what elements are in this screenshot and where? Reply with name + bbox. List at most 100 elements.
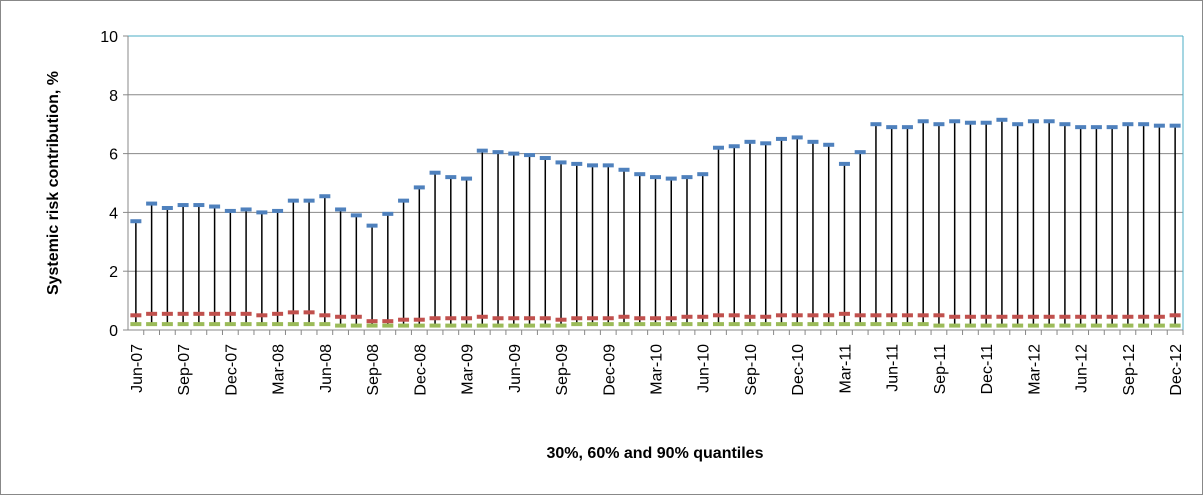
x-tick-label: Jun-11 [885,344,902,392]
quantile-marker [823,322,835,327]
quantile-marker [602,163,614,168]
quantile-marker [319,322,331,327]
quantile-marker [587,316,599,321]
quantile-marker [287,310,299,315]
quantile-marker [429,316,441,321]
quantile-marker [193,322,205,327]
quantile-marker [303,310,315,315]
quantile-marker [933,313,945,318]
quantile-marker [1059,122,1071,127]
quantile-marker [870,313,882,318]
quantile-marker [744,322,756,327]
quantile-marker [476,148,488,153]
quantile-marker [949,323,961,328]
quantile-marker [807,313,819,318]
quantile-marker [870,322,882,327]
quantile-marker [413,317,425,322]
quantile-marker [256,313,268,318]
quantile-marker [539,316,551,321]
quantile-marker [366,319,378,324]
x-tick-label: Sep-11 [932,344,949,395]
quantile-marker [980,120,992,125]
quantile-marker [665,316,677,321]
quantile-marker [146,322,158,327]
quantile-marker [398,317,410,322]
quantile-marker [508,323,520,328]
quantile-marker [224,311,236,316]
quantile-marker [1090,323,1102,328]
x-tick-label: Jun-12 [1074,344,1091,393]
quantile-marker [445,323,457,328]
quantile-marker [1106,314,1118,319]
x-tick-label: Sep-08 [365,344,382,396]
quantile-marker [618,314,630,319]
quantile-marker [681,175,693,180]
quantile-marker [1075,314,1087,319]
quantile-marker [996,323,1008,328]
quantile-marker [1012,323,1024,328]
quantile-marker [161,322,173,327]
quantile-marker [917,322,929,327]
quantile-marker [413,323,425,328]
quantile-marker [665,322,677,327]
quantile-marker [681,314,693,319]
quantile-marker [256,210,268,215]
y-tick-label: 6 [109,147,118,164]
quantile-marker [838,322,850,327]
y-tick-label: 8 [109,88,118,105]
quantile-marker [933,122,945,127]
quantile-marker [571,316,583,321]
quantile-marker [1122,314,1134,319]
quantile-marker [382,211,394,216]
quantile-marker [949,314,961,319]
quantile-marker [933,323,945,328]
quantile-marker [760,141,772,146]
quantile-marker [130,219,142,224]
quantile-marker [1012,314,1024,319]
quantile-marker [587,322,599,327]
x-tick-label: Dec-12 [1168,344,1185,396]
quantile-marker [240,207,252,212]
quantile-marker [886,322,898,327]
quantile-marker [209,322,221,327]
quantile-marker [697,172,709,177]
quantile-marker [161,205,173,210]
quantile-marker [634,322,646,327]
quantile-marker [1122,323,1134,328]
quantile-marker [1169,323,1181,328]
quantile-marker [1153,323,1165,328]
quantile-marker [917,119,929,124]
quantile-marker [760,314,772,319]
quantile-marker [744,314,756,319]
quantile-marker [335,323,347,328]
quantile-marker [681,322,693,327]
quantile-marker [964,314,976,319]
x-tick-label: Dec-07 [223,344,240,396]
quantile-marker [901,322,913,327]
quantile-marker [650,175,661,180]
x-tick-label: Jun-08 [318,344,335,393]
quantile-marker [130,313,142,318]
quantile-marker [712,145,724,150]
quantile-marker [838,161,850,166]
quantile-marker [1138,323,1150,328]
quantile-marker [146,201,158,206]
x-tick-label: Dec-10 [790,344,807,396]
quantile-marker [429,323,441,328]
quantile-marker [1027,323,1039,328]
quantile-marker [524,153,536,158]
quantile-marker [775,136,787,141]
quantile-marker [539,323,551,328]
quantile-marker [823,142,835,147]
quantile-marker [791,135,803,140]
quantile-marker [697,322,709,327]
quantile-marker [508,316,520,321]
y-tick-label: 10 [100,29,118,46]
quantile-marker [712,313,724,318]
quantile-marker [1075,125,1087,130]
quantile-marker [555,317,567,322]
quantile-marker [807,139,819,144]
quantile-marker [224,208,236,213]
quantile-marker [728,322,740,327]
